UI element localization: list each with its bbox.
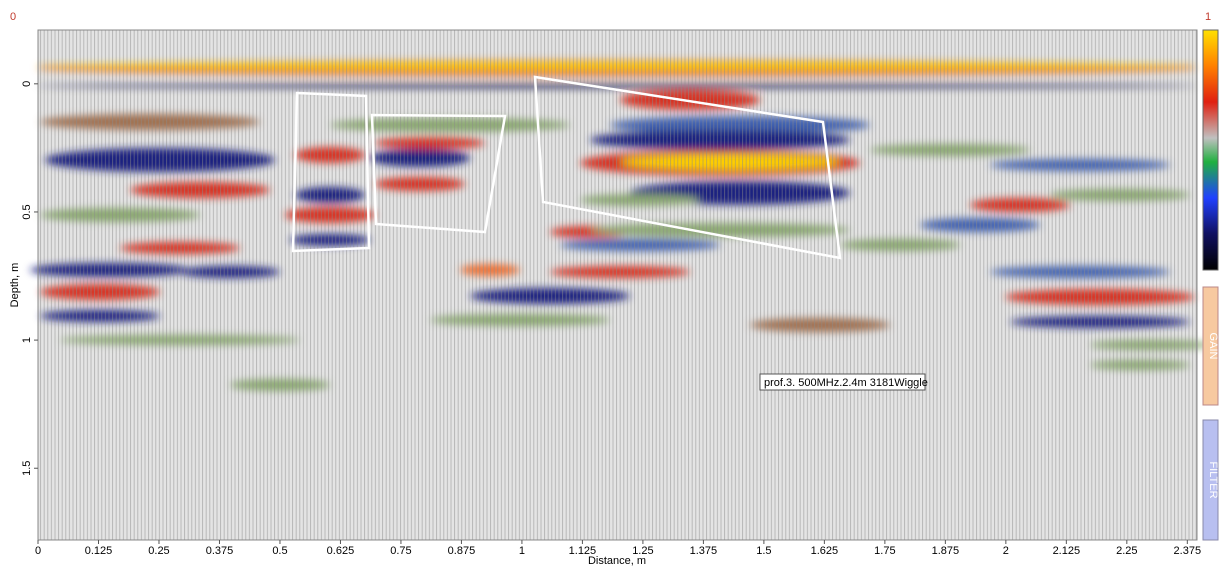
y-tick-label: 0.5 xyxy=(21,204,33,219)
scale-min: 0 xyxy=(10,11,16,23)
y-tick-label: 1 xyxy=(21,337,33,343)
radargram-window: 0 1 GAIN FILTER prof.3. 500MHz.2.4m 3181… xyxy=(0,0,1220,568)
x-tick-label: 1.75 xyxy=(874,545,895,557)
x-tick-label: 2.375 xyxy=(1174,545,1202,557)
x-tick-label: 2 xyxy=(1003,545,1009,557)
color-bar xyxy=(1203,30,1218,270)
x-tick-label: 1.125 xyxy=(569,545,597,557)
gain-label: GAIN xyxy=(1207,333,1219,360)
x-tick-label: 0 xyxy=(35,545,41,557)
scale-max: 1 xyxy=(1205,11,1211,23)
x-tick-label: 1.625 xyxy=(811,545,839,557)
x-tick-label: 1.5 xyxy=(756,545,771,557)
y-axis-label: Depth, m xyxy=(9,263,21,308)
x-tick-label: 0.625 xyxy=(327,545,355,557)
x-tick-label: 1.875 xyxy=(932,545,960,557)
x-tick-label: 1 xyxy=(519,545,525,557)
x-tick-label: 0.125 xyxy=(85,545,113,557)
x-tick-label: 1.25 xyxy=(632,545,653,557)
x-tick-label: 2.125 xyxy=(1053,545,1081,557)
filter-label: FILTER xyxy=(1207,461,1219,498)
y-tick-label: 0 xyxy=(21,81,33,87)
annotation: prof.3. 500MHz.2.4m 3181Wiggle xyxy=(764,377,928,389)
x-tick-label: 0.875 xyxy=(448,545,476,557)
y-tick-label: 1.5 xyxy=(21,461,33,476)
x-tick-label: 0.75 xyxy=(390,545,411,557)
x-tick-label: 0.375 xyxy=(206,545,234,557)
x-tick-label: 0.25 xyxy=(148,545,169,557)
x-tick-label: 0.5 xyxy=(272,545,287,557)
x-tick-label: 2.25 xyxy=(1116,545,1137,557)
wiggle-traces xyxy=(38,30,1197,540)
x-tick-label: 1.375 xyxy=(690,545,718,557)
